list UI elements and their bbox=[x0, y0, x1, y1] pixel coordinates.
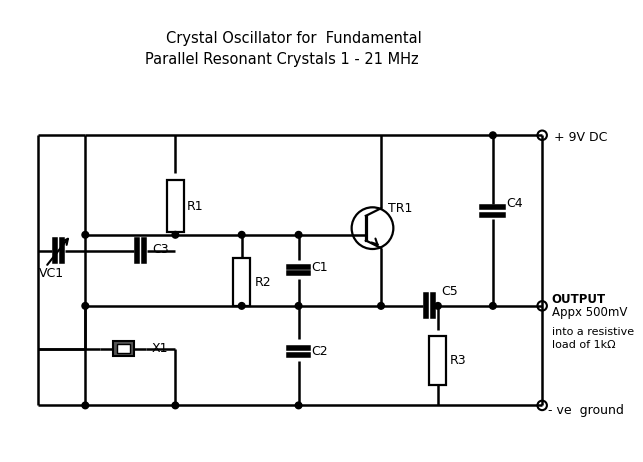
Text: R3: R3 bbox=[450, 354, 467, 367]
Text: C3: C3 bbox=[152, 243, 169, 255]
Circle shape bbox=[435, 303, 441, 309]
Circle shape bbox=[377, 303, 385, 309]
Text: C2: C2 bbox=[311, 345, 327, 358]
Text: into a resistive: into a resistive bbox=[552, 328, 634, 337]
Text: Appx 500mV: Appx 500mV bbox=[552, 306, 627, 319]
Circle shape bbox=[489, 303, 496, 309]
Circle shape bbox=[239, 231, 245, 238]
Text: C4: C4 bbox=[506, 197, 523, 210]
Text: + 9V DC: + 9V DC bbox=[554, 131, 608, 144]
Circle shape bbox=[295, 231, 302, 238]
Text: C1: C1 bbox=[311, 261, 327, 274]
Circle shape bbox=[489, 132, 496, 139]
Circle shape bbox=[172, 402, 179, 409]
Bar bbox=[113, 341, 134, 356]
Text: Parallel Resonant Crystals 1 - 21 MHz: Parallel Resonant Crystals 1 - 21 MHz bbox=[145, 52, 419, 67]
Text: C5: C5 bbox=[442, 285, 458, 298]
Circle shape bbox=[172, 231, 179, 238]
Text: - ve  ground: - ve ground bbox=[548, 404, 624, 417]
Text: OUTPUT: OUTPUT bbox=[552, 293, 606, 306]
Bar bbox=[233, 258, 250, 306]
Text: Crystal Oscillator for  Fundamental: Crystal Oscillator for Fundamental bbox=[166, 31, 422, 46]
Text: load of 1kΩ: load of 1kΩ bbox=[552, 340, 615, 350]
Circle shape bbox=[82, 231, 89, 238]
Bar bbox=[430, 336, 446, 385]
Circle shape bbox=[239, 303, 245, 309]
Circle shape bbox=[82, 303, 89, 309]
Text: R2: R2 bbox=[255, 276, 271, 289]
Bar bbox=[116, 344, 130, 353]
Bar bbox=[167, 180, 184, 232]
Circle shape bbox=[295, 402, 302, 409]
Text: TR1: TR1 bbox=[388, 202, 412, 215]
Text: X1: X1 bbox=[152, 342, 168, 355]
Text: VC1: VC1 bbox=[39, 267, 64, 280]
Circle shape bbox=[295, 303, 302, 309]
Text: R1: R1 bbox=[186, 200, 203, 213]
Circle shape bbox=[82, 402, 89, 409]
